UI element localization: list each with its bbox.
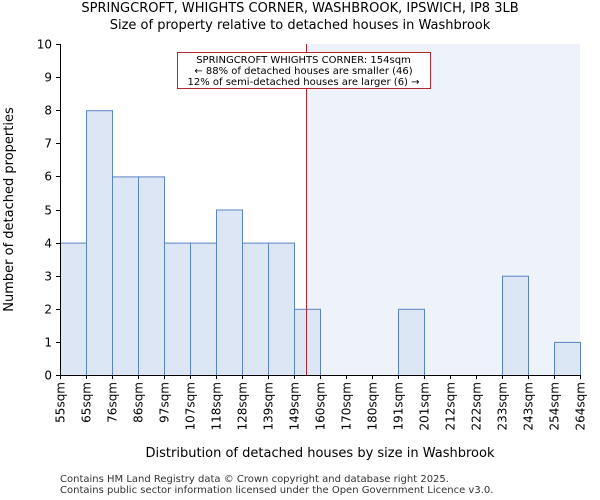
bar-254sqm [554, 341, 581, 376]
x-tick-label-180sqm: 180sqm [366, 382, 380, 430]
y-tick-label-0: 0 [44, 369, 52, 383]
x-tick-label-76sqm: 76sqm [106, 382, 120, 423]
bar-191sqm [398, 308, 425, 376]
chart-title: SPRINGCROFT, WHIGHTS CORNER, WASHBROOK, … [81, 1, 519, 16]
x-tick-label-201sqm: 201sqm [418, 382, 432, 430]
bar-55sqm [60, 242, 87, 376]
bar-233sqm [502, 275, 529, 377]
y-tick-label-7: 7 [44, 137, 52, 151]
x-tick-label-191sqm: 191sqm [392, 382, 406, 430]
x-tick-label-160sqm: 160sqm [314, 382, 328, 430]
y-tick-label-4: 4 [44, 237, 52, 251]
x-tick-label-149sqm: 149sqm [288, 382, 302, 430]
annotation-line-1: SPRINGCROFT WHIGHTS CORNER: 154sqm [196, 55, 411, 66]
y-tick-label-5: 5 [44, 204, 52, 218]
bar-86sqm [138, 176, 165, 376]
y-axis-label: Number of detached properties [2, 107, 17, 312]
annotation-line-3: 12% of semi-detached houses are larger (… [187, 77, 419, 88]
bar-118sqm [216, 209, 243, 376]
annotation-line-2: ← 88% of detached houses are smaller (46… [194, 66, 412, 77]
x-tick-label-222sqm: 222sqm [470, 382, 484, 430]
x-tick-label-254sqm: 254sqm [548, 382, 562, 430]
x-axis-label: Distribution of detached houses by size … [146, 446, 495, 461]
x-tick-label-107sqm: 107sqm [184, 382, 198, 430]
bar-149sqm [294, 308, 321, 376]
x-tick-label-264sqm: 264sqm [574, 382, 588, 430]
x-tick-label-55sqm: 55sqm [54, 382, 68, 423]
x-tick-label-243sqm: 243sqm [522, 382, 536, 430]
bar-128sqm [242, 242, 269, 376]
x-tick-label-212sqm: 212sqm [444, 382, 458, 430]
bar-139sqm [268, 242, 295, 376]
larger-region-shade [306, 44, 580, 375]
x-tick-label-86sqm: 86sqm [132, 382, 146, 423]
bar-97sqm [164, 242, 191, 376]
y-tick-label-3: 3 [44, 270, 52, 284]
y-tick-label-6: 6 [44, 170, 52, 184]
x-tick-label-97sqm: 97sqm [158, 382, 172, 423]
bar-76sqm [112, 176, 139, 376]
x-tick-label-170sqm: 170sqm [340, 382, 354, 430]
y-tick-label-8: 8 [44, 104, 52, 118]
y-tick-label-10: 10 [37, 38, 52, 52]
chart-subtitle: Size of property relative to detached ho… [109, 18, 491, 33]
y-tick-label-1: 1 [44, 336, 52, 350]
x-tick-label-233sqm: 233sqm [496, 382, 510, 430]
bar-107sqm [190, 242, 217, 376]
y-tick-label-2: 2 [44, 303, 52, 317]
x-tick-label-139sqm: 139sqm [262, 382, 276, 430]
annotation-box [177, 52, 431, 89]
footer-licence: Contains public sector information licen… [60, 485, 494, 496]
x-tick-label-128sqm: 128sqm [236, 382, 250, 430]
x-tick-label-65sqm: 65sqm [80, 382, 94, 423]
y-tick-label-9: 9 [44, 71, 52, 85]
footer-copyright: Contains HM Land Registry data © Crown c… [60, 474, 449, 485]
bar-65sqm [86, 110, 113, 376]
x-tick-label-118sqm: 118sqm [210, 382, 224, 430]
